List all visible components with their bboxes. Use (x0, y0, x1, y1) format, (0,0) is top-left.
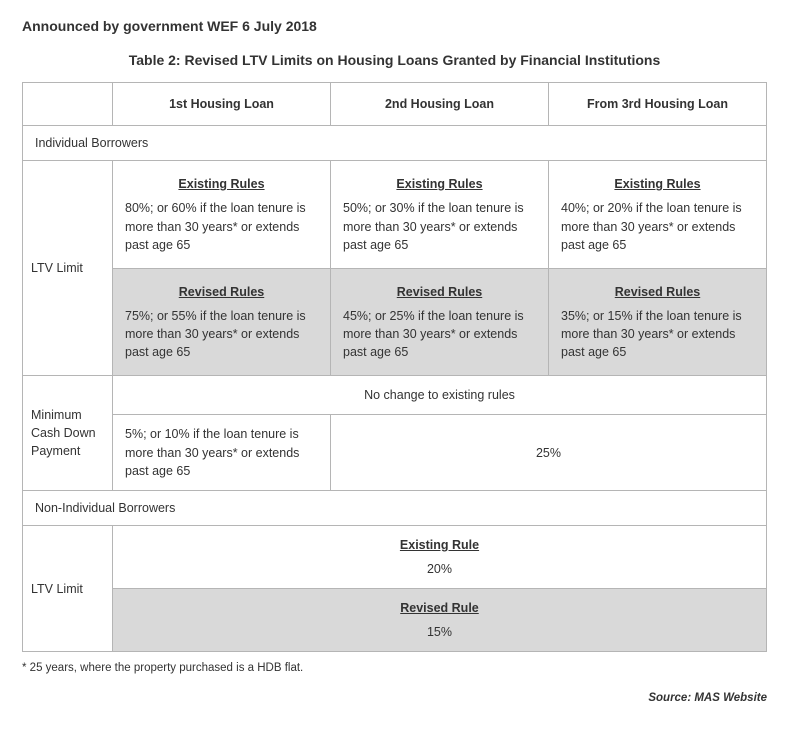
nonind-revised-row: Revised Rule 15% (23, 589, 767, 652)
ltv-revised-c2-text: 45%; or 25% if the loan tenure is more t… (343, 307, 536, 361)
row-label-mincash: Minimum Cash Down Payment (23, 376, 113, 491)
ltv-revised-c2: Revised Rules 45%; or 25% if the loan te… (331, 268, 549, 376)
footnote: * 25 years, where the property purchased… (22, 662, 767, 674)
ltv-existing-c3: Existing Rules 40%; or 20% if the loan t… (549, 161, 767, 269)
ltv-existing-c2: Existing Rules 50%; or 30% if the loan t… (331, 161, 549, 269)
ltv-revised-row: Revised Rules 75%; or 55% if the loan te… (23, 268, 767, 376)
ltv-existing-c2-text: 50%; or 30% if the loan tenure is more t… (343, 199, 536, 253)
revised-rules-heading: Revised Rules (561, 283, 754, 301)
revised-rules-heading: Revised Rules (343, 283, 536, 301)
source-line: Source: MAS Website (22, 692, 767, 704)
section-individual-label: Individual Borrowers (23, 126, 767, 161)
ltv-revised-c3: Revised Rules 35%; or 15% if the loan te… (549, 268, 767, 376)
section-individual: Individual Borrowers (23, 126, 767, 161)
row-label-ltv: LTV Limit (23, 161, 113, 376)
ltv-revised-c3-text: 35%; or 15% if the loan tenure is more t… (561, 307, 754, 361)
header-blank (23, 83, 113, 126)
announcement-line: Announced by government WEF 6 July 2018 (22, 18, 767, 34)
revised-rules-heading: Revised Rules (125, 283, 318, 301)
ltv-existing-row: LTV Limit Existing Rules 80%; or 60% if … (23, 161, 767, 269)
ltv-table: 1st Housing Loan 2nd Housing Loan From 3… (22, 82, 767, 652)
existing-rules-heading: Existing Rules (125, 175, 318, 193)
revised-rule-heading-s: Revised Rule (125, 599, 754, 617)
existing-rule-heading-s: Existing Rule (125, 536, 754, 554)
ltv-existing-c3-text: 40%; or 20% if the loan tenure is more t… (561, 199, 754, 253)
header-row: 1st Housing Loan 2nd Housing Loan From 3… (23, 83, 767, 126)
ltv-revised-c1: Revised Rules 75%; or 55% if the loan te… (113, 268, 331, 376)
nonind-existing-row: LTV Limit Existing Rule 20% (23, 525, 767, 588)
mincash-nochange: No change to existing rules (113, 376, 767, 415)
existing-rules-heading: Existing Rules (343, 175, 536, 193)
nonind-existing-value: 20% (125, 560, 754, 578)
table-title: Table 2: Revised LTV Limits on Housing L… (22, 52, 767, 68)
existing-rules-heading: Existing Rules (561, 175, 754, 193)
ltv-existing-c1-text: 80%; or 60% if the loan tenure is more t… (125, 199, 318, 253)
mincash-values-row: 5%; or 10% if the loan tenure is more th… (23, 415, 767, 490)
header-col-1: 1st Housing Loan (113, 83, 331, 126)
mincash-c1: 5%; or 10% if the loan tenure is more th… (113, 415, 331, 490)
row-label-ltv-nonind: LTV Limit (23, 525, 113, 652)
header-col-2: 2nd Housing Loan (331, 83, 549, 126)
section-nonindividual: Non-Individual Borrowers (23, 490, 767, 525)
ltv-revised-c1-text: 75%; or 55% if the loan tenure is more t… (125, 307, 318, 361)
mincash-nochange-row: Minimum Cash Down Payment No change to e… (23, 376, 767, 415)
nonind-existing-cell: Existing Rule 20% (113, 525, 767, 588)
nonind-revised-value: 15% (125, 623, 754, 641)
ltv-existing-c1: Existing Rules 80%; or 60% if the loan t… (113, 161, 331, 269)
section-nonindividual-label: Non-Individual Borrowers (23, 490, 767, 525)
header-col-3: From 3rd Housing Loan (549, 83, 767, 126)
mincash-c23: 25% (331, 415, 767, 490)
nonind-revised-cell: Revised Rule 15% (113, 589, 767, 652)
